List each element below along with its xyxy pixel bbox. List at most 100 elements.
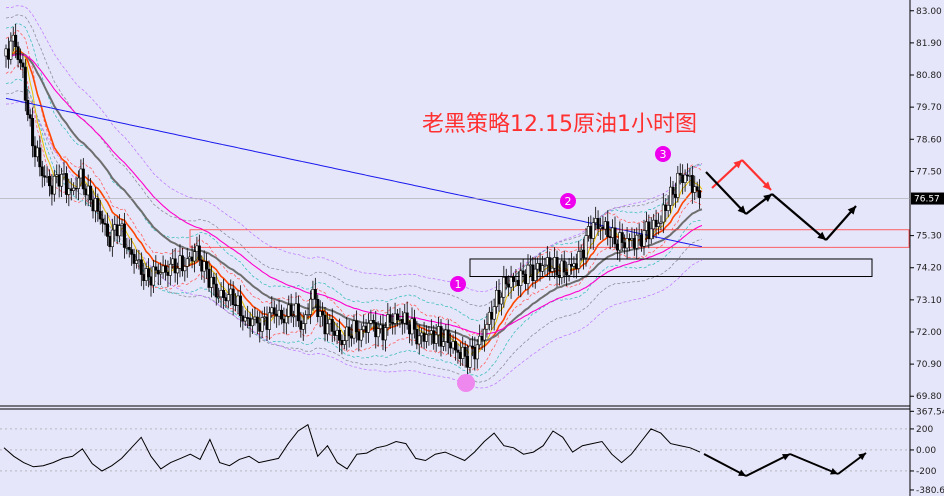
candle-body (482, 328, 486, 341)
price-tick-label: 69.80 (916, 392, 942, 402)
candle-body (279, 309, 283, 320)
candle-body (550, 267, 554, 272)
candle-body (108, 236, 112, 248)
candle-body (122, 223, 126, 248)
candle-body (217, 296, 221, 299)
candle-body (224, 297, 228, 302)
candle-body (202, 261, 206, 272)
support-zone (469, 258, 873, 278)
candle-body (678, 172, 682, 176)
candle-body (579, 249, 583, 252)
candle-body (618, 232, 622, 251)
candle-body (306, 314, 310, 316)
candle-body (304, 314, 308, 324)
candle-body (18, 59, 22, 64)
candle-body (516, 279, 520, 286)
candle-body (231, 288, 235, 306)
candle-body (144, 268, 148, 281)
candle-body (60, 173, 64, 187)
band-upper (5, 5, 703, 293)
candle-body (591, 222, 595, 239)
candle-body (690, 175, 694, 193)
candle-body (444, 329, 448, 342)
candle-body (688, 175, 692, 177)
projection-decline-arrow-head (817, 231, 826, 240)
candle-body (379, 324, 383, 329)
candle-body (490, 311, 494, 320)
last-price-label: 76.57 (914, 195, 940, 205)
candle-body (149, 276, 153, 286)
candle-body (589, 226, 593, 239)
candle-body (398, 319, 402, 321)
candle-body (577, 251, 581, 269)
candle-body (446, 329, 450, 343)
candle-body (197, 245, 201, 261)
candle-body (103, 223, 107, 225)
candle-body (615, 243, 619, 251)
candle-body (548, 257, 552, 272)
candle-body (584, 235, 588, 259)
last-price-tag (911, 192, 944, 205)
candle-body (296, 303, 300, 322)
candle-body (683, 174, 687, 183)
candle-body (226, 294, 230, 302)
candle-body (470, 345, 474, 348)
candle-body (171, 258, 175, 265)
candle-body (147, 268, 151, 278)
candle-body (50, 185, 54, 195)
candle-body (623, 242, 627, 249)
candle-body (669, 186, 673, 206)
candle-body (644, 221, 648, 231)
candle-body (106, 223, 110, 237)
candle-body (495, 289, 499, 308)
candle-body (110, 229, 114, 248)
wave-markers: 1 2 3 (450, 146, 671, 392)
candle-body (424, 334, 428, 342)
candle-body (596, 218, 600, 229)
candle-body (533, 268, 537, 281)
oscillator-projection-up (745, 453, 791, 477)
candle-body (347, 326, 351, 337)
candle-body (246, 317, 250, 319)
candle-body (86, 185, 90, 196)
oscillator-line (3, 423, 701, 472)
candle-body (21, 62, 25, 68)
candle-body (38, 147, 42, 168)
candle-body (536, 263, 540, 270)
oscillator-projection-down-head (830, 468, 838, 475)
candle-body (301, 323, 305, 330)
candle-body (125, 247, 129, 249)
candle-body (335, 329, 339, 336)
candle-body (64, 173, 68, 195)
candle-body (611, 227, 615, 238)
candle-body (403, 312, 407, 324)
projection-drop-arrow-head (737, 205, 746, 214)
candle-body (538, 263, 542, 272)
candle-body (625, 238, 629, 249)
candle-body (504, 277, 508, 285)
candle-body (463, 346, 467, 357)
candle-body (364, 325, 368, 333)
ma-long-line (5, 97, 703, 248)
candlestick-series (4, 23, 702, 379)
candle-body (311, 289, 315, 300)
candle-body (284, 316, 288, 324)
candle-body (57, 174, 61, 187)
candle-body (243, 317, 247, 322)
candle-body (543, 264, 547, 267)
candle-body (47, 176, 51, 187)
candle-body (137, 259, 141, 262)
candle-body (9, 40, 13, 60)
candle-body (52, 175, 56, 195)
candle-body (427, 333, 431, 336)
candle-body (251, 318, 255, 327)
candle-body (195, 245, 199, 252)
candle-body (318, 311, 322, 318)
candle-body (374, 322, 378, 338)
candle-body (681, 174, 685, 183)
candle-body (473, 347, 477, 360)
candle-body (540, 265, 544, 272)
candle-body (567, 264, 571, 276)
